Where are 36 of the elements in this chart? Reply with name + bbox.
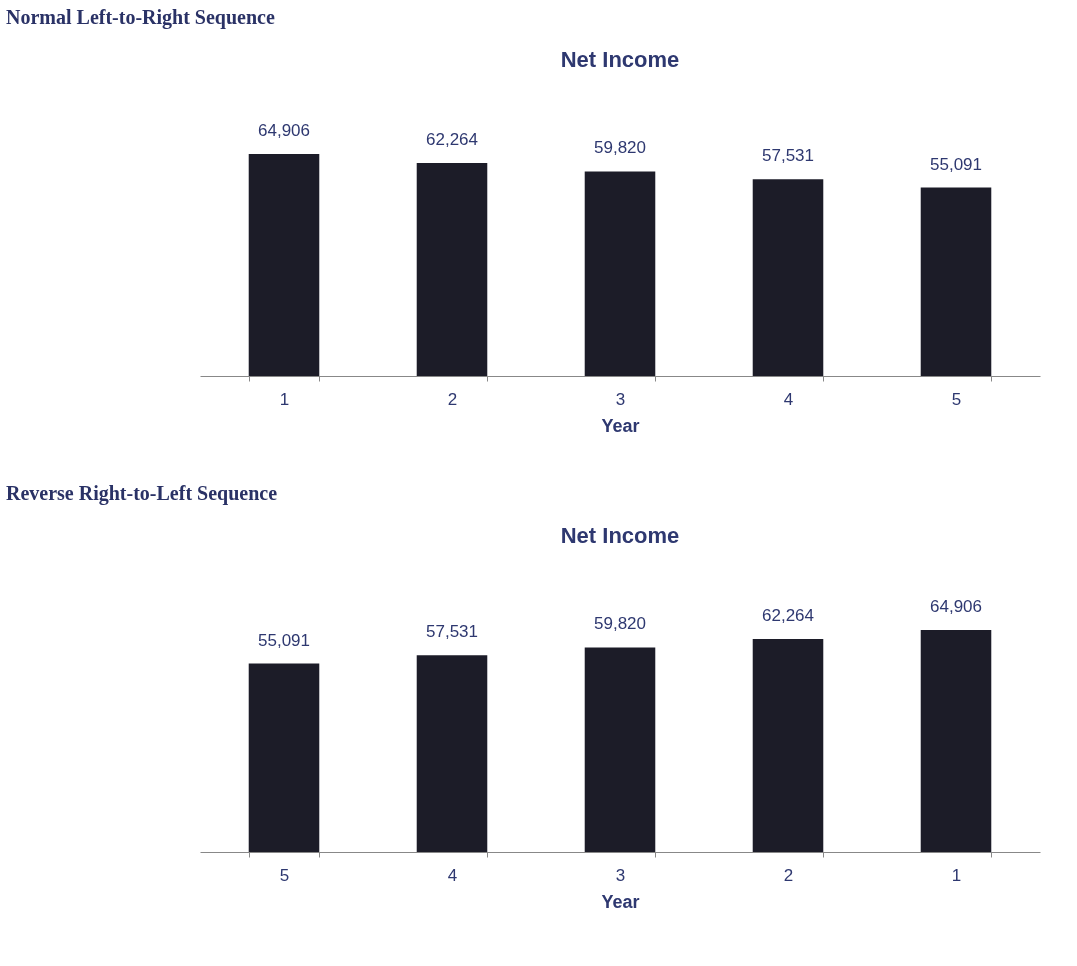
data-label: 64,906 bbox=[258, 121, 310, 140]
data-label: 57,531 bbox=[426, 622, 478, 642]
chart-title: Net Income bbox=[560, 47, 680, 72]
x-tick-label: 5 bbox=[279, 865, 290, 885]
x-axis-title: Year bbox=[601, 891, 640, 912]
data-label: 55,091 bbox=[258, 630, 310, 650]
x-tick-label: 2 bbox=[447, 389, 458, 409]
bar bbox=[920, 187, 992, 376]
x-tick-label: 1 bbox=[279, 389, 290, 409]
x-tick-label: 3 bbox=[615, 865, 626, 885]
bar bbox=[752, 639, 824, 852]
bar bbox=[752, 179, 824, 376]
bar bbox=[248, 154, 320, 376]
data-label: 55,091 bbox=[930, 154, 982, 174]
x-tick-label: 2 bbox=[783, 865, 794, 885]
bar bbox=[416, 163, 488, 376]
bar bbox=[584, 171, 656, 376]
text: Reverse Right-to-Left Sequence bbox=[6, 481, 279, 505]
data-label: 62,264 bbox=[426, 130, 478, 150]
data-label: 59,820 bbox=[594, 138, 646, 158]
data-label: 64,906 bbox=[930, 597, 982, 616]
data-label: 62,264 bbox=[762, 606, 814, 626]
x-axis-title: Year bbox=[601, 415, 640, 436]
x-tick-label: 4 bbox=[783, 389, 794, 409]
bar bbox=[920, 630, 992, 852]
x-tick-label: 4 bbox=[447, 865, 458, 885]
bar bbox=[248, 663, 320, 852]
x-tick-label: 3 bbox=[615, 389, 626, 409]
data-label: 59,820 bbox=[594, 614, 646, 634]
x-tick-label: 1 bbox=[951, 865, 962, 885]
x-tick-label: 5 bbox=[951, 389, 962, 409]
bar bbox=[416, 655, 488, 852]
bar bbox=[584, 647, 656, 852]
chart-title: Net Income bbox=[560, 523, 680, 548]
text: Normal Left-to-Right Sequence bbox=[6, 5, 276, 29]
data-label: 57,531 bbox=[762, 146, 814, 166]
